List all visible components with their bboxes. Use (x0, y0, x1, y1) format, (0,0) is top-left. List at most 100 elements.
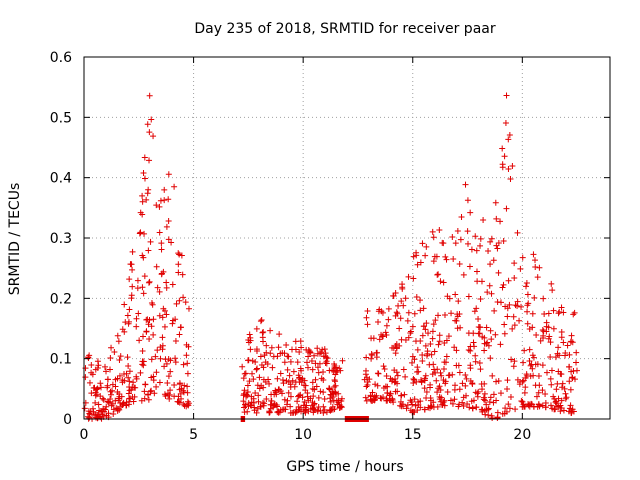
data-point (380, 394, 387, 401)
data-point (566, 405, 573, 412)
data-point (506, 132, 513, 139)
data-point (325, 385, 332, 392)
data-point (380, 363, 387, 370)
data-point (154, 284, 161, 291)
data-point (499, 161, 506, 168)
data-point (177, 324, 184, 331)
data-point (139, 284, 146, 291)
data-point (495, 378, 502, 385)
data-point (421, 385, 428, 392)
data-point (92, 399, 99, 406)
data-point (132, 384, 139, 391)
data-point (545, 310, 552, 317)
x-tick-label: 20 (513, 427, 531, 443)
data-point (466, 263, 473, 270)
data-point (326, 367, 333, 374)
data-point (315, 369, 322, 376)
data-point (464, 240, 471, 247)
data-point (509, 325, 516, 332)
data-point (416, 297, 423, 304)
data-point (245, 400, 252, 407)
data-point (245, 357, 252, 364)
data-point (126, 395, 133, 402)
data-point (435, 271, 442, 278)
data-point (139, 252, 146, 259)
data-point (454, 325, 461, 332)
data-point (81, 405, 88, 412)
data-point (282, 406, 289, 413)
data-point (103, 403, 110, 410)
data-point (500, 281, 507, 288)
data-point (145, 391, 152, 398)
data-point (552, 354, 559, 361)
data-point (547, 375, 554, 382)
data-point (323, 409, 330, 416)
data-point (128, 295, 135, 302)
data-point (259, 334, 266, 341)
data-point (148, 356, 155, 363)
data-point (331, 360, 338, 367)
data-point (302, 382, 309, 389)
data-point (306, 350, 313, 357)
data-point (486, 282, 493, 289)
data-point (146, 157, 153, 164)
data-point (284, 397, 291, 404)
data-point (437, 369, 444, 376)
data-point (339, 357, 346, 364)
data-point (405, 273, 412, 280)
data-point (296, 392, 303, 399)
data-point (483, 340, 490, 347)
data-point (119, 326, 126, 333)
data-point (240, 375, 247, 382)
data-point (315, 404, 322, 411)
data-point (251, 407, 258, 414)
data-point (321, 396, 328, 403)
data-point (539, 402, 546, 409)
data-point (299, 394, 306, 401)
data-point (316, 360, 323, 367)
data-point (151, 390, 158, 397)
data-point (124, 312, 131, 319)
data-point (90, 384, 97, 391)
data-point (413, 249, 420, 256)
data-point (438, 372, 445, 379)
data-point (391, 379, 398, 386)
data-point (518, 398, 525, 405)
data-point (448, 310, 455, 317)
data-point (275, 409, 282, 416)
data-point (158, 240, 165, 247)
data-point (146, 336, 153, 342)
data-point (167, 387, 174, 394)
data-point (553, 386, 560, 393)
data-point (264, 361, 271, 368)
data-point (545, 335, 552, 342)
data-point (287, 383, 294, 390)
data-point (283, 341, 290, 348)
data-point (563, 394, 570, 401)
data-point (375, 308, 382, 315)
data-point (108, 344, 115, 351)
data-point (420, 323, 427, 330)
data-point (447, 397, 454, 404)
data-point (126, 306, 133, 313)
data-point (125, 318, 132, 325)
data-point (462, 181, 469, 188)
data-point (370, 335, 377, 342)
data-point (477, 366, 484, 373)
data-point (464, 401, 471, 408)
data-point (162, 356, 169, 363)
data-point (556, 352, 563, 359)
data-point (451, 344, 458, 351)
data-point (184, 360, 191, 367)
data-point (470, 339, 477, 346)
data-point (255, 392, 262, 399)
data-point (145, 186, 152, 193)
data-point (327, 395, 334, 402)
data-point (548, 280, 555, 287)
data-point (244, 388, 251, 395)
data-point (169, 281, 176, 288)
data-point (457, 236, 464, 243)
data-point (140, 290, 147, 297)
data-point (400, 302, 407, 309)
data-point (550, 307, 557, 314)
